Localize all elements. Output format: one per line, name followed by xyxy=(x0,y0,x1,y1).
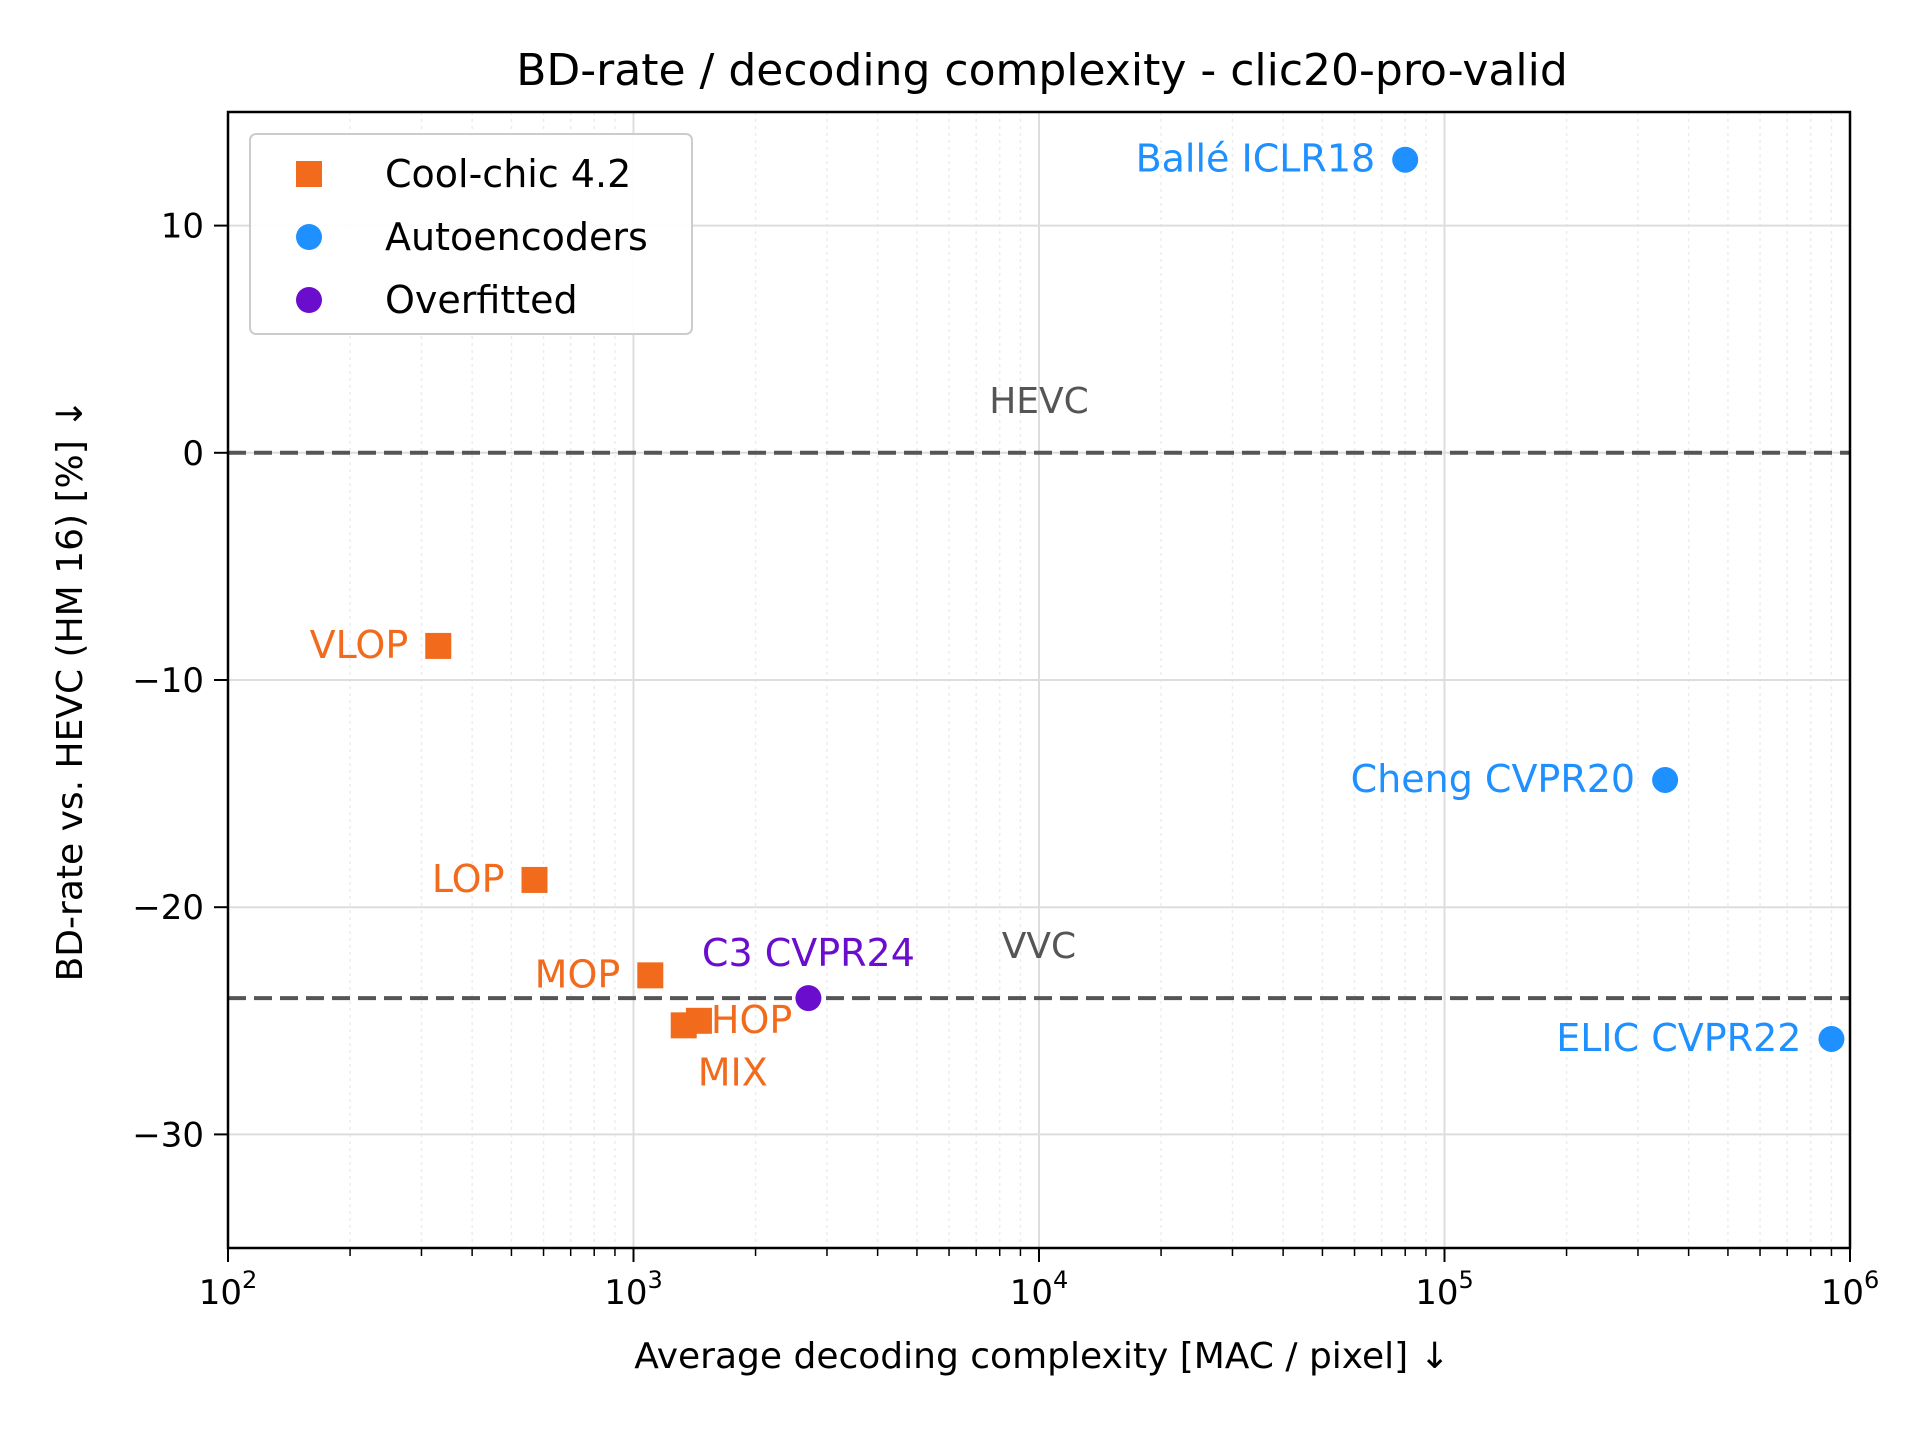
x-tick-label: 106 xyxy=(1821,1266,1880,1313)
data-label-elic-cvpr22: ELIC CVPR22 xyxy=(1556,1016,1801,1060)
x-tick-label: 104 xyxy=(1010,1266,1069,1313)
x-tick-exponent: 5 xyxy=(1458,1266,1473,1294)
y-tick-label: −20 xyxy=(132,888,204,928)
legend-label: Autoencoders xyxy=(385,215,648,259)
data-label-c3-cvpr24: C3 CVPR24 xyxy=(702,931,915,975)
data-point-c3-cvpr24 xyxy=(795,985,822,1012)
legend-box xyxy=(249,133,693,335)
chart-title: BD-rate / decoding complexity - clic20-p… xyxy=(516,45,1568,96)
data-point-mix xyxy=(670,1012,697,1039)
y-tick-label: −10 xyxy=(132,661,204,701)
x-tick-base: 10 xyxy=(199,1273,242,1313)
data-point-elic-cvpr22 xyxy=(1818,1025,1845,1052)
x-axis-label: Average decoding complexity [MAC / pixel… xyxy=(634,1336,1450,1377)
y-tick-label: 10 xyxy=(161,207,204,247)
reference-line-label: HEVC xyxy=(989,381,1089,422)
legend-marker-square xyxy=(296,161,322,187)
data-label-lop: LOP xyxy=(432,857,505,901)
reference-line-label: VVC xyxy=(1002,926,1076,967)
x-tick-base: 10 xyxy=(604,1273,647,1313)
y-tick-label: −30 xyxy=(132,1115,204,1155)
x-tick-exponent: 6 xyxy=(1864,1266,1879,1294)
data-label-mix: MIX xyxy=(698,1050,768,1094)
data-label-vlop: VLOP xyxy=(310,623,409,667)
legend-marker-circle xyxy=(296,224,322,250)
data-points: VLOP LOP MOP HOP MIX Ballé ICLR18 Cheng CVPR20… xyxy=(310,137,1845,1094)
data-point-vlop xyxy=(425,632,452,659)
reference-lines: HEVC VVC xyxy=(228,381,1850,1001)
y-axis-label: BD-rate vs. HEVC (HM 16) [%] ↓ xyxy=(50,399,91,982)
data-label-hop: HOP xyxy=(711,998,792,1042)
y-tick-label: 0 xyxy=(182,434,204,474)
legend-label: Cool-chic 4.2 xyxy=(385,152,631,196)
data-point-cheng-cvpr20 xyxy=(1652,766,1679,793)
legend-label: Overfitted xyxy=(385,278,578,322)
x-tick-exponent: 4 xyxy=(1053,1266,1068,1294)
x-tick-base: 10 xyxy=(1415,1273,1458,1313)
data-label-mop: MOP xyxy=(535,952,621,996)
data-point-ball-iclr18 xyxy=(1392,146,1419,173)
x-tick-base: 10 xyxy=(1010,1273,1053,1313)
data-label-ball-iclr18: Ballé ICLR18 xyxy=(1136,137,1376,181)
legend: Cool-chic 4.2 Autoencoders Overfitted xyxy=(249,133,693,335)
x-tick-base: 10 xyxy=(1821,1273,1864,1313)
data-point-mop xyxy=(637,962,664,989)
x-tick-label: 105 xyxy=(1415,1266,1474,1313)
data-point-lop xyxy=(521,866,548,893)
x-tick-label: 103 xyxy=(604,1266,663,1313)
x-tick-label: 102 xyxy=(199,1266,258,1313)
legend-marker-circle xyxy=(296,287,322,313)
x-tick-exponent: 3 xyxy=(647,1266,662,1294)
x-tick-exponent: 2 xyxy=(242,1266,257,1294)
data-label-cheng-cvpr20: Cheng CVPR20 xyxy=(1351,757,1635,801)
